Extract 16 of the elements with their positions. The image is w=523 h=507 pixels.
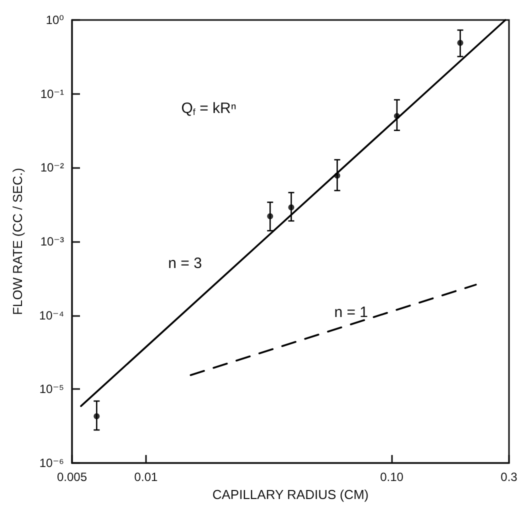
y-tick-label: 10⁻² — [40, 160, 64, 175]
x-axis-title: CAPILLARY RADIUS (CM) — [212, 486, 369, 502]
x-tick-label: 0.3 — [500, 470, 518, 484]
y-tick-label: 10⁻⁴ — [39, 308, 64, 322]
x-tick-label: 0.10 — [380, 470, 404, 484]
x-tick-label: 0.01 — [134, 470, 158, 484]
annotation: n = 3 — [168, 255, 202, 272]
y-tick-label: 10⁻³ — [40, 234, 64, 248]
y-axis-title: FLOW RATE (CC / SEC.) — [10, 168, 25, 316]
y-tick-label: 10⁰ — [46, 13, 64, 27]
x-tick-label: 0.005 — [56, 470, 88, 484]
y-tick-label: 10⁻¹ — [40, 86, 64, 101]
y-tick-label: 10⁻⁶ — [39, 456, 64, 470]
annotation: n = 1 — [334, 304, 368, 321]
annotation: Qf = kRⁿ — [181, 100, 236, 118]
y-tick-label: 10⁻⁵ — [39, 382, 64, 396]
